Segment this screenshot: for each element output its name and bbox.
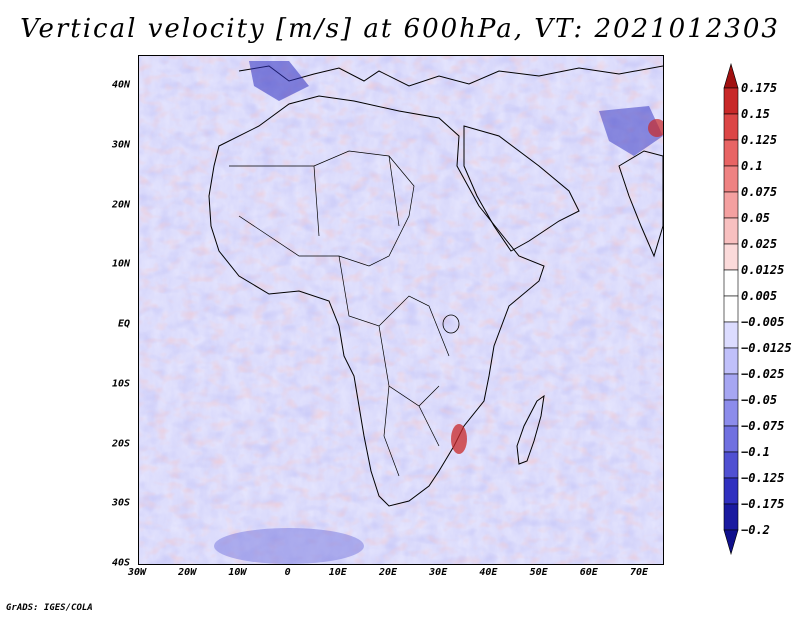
colorbar-label: −0.125 — [741, 471, 785, 485]
colorbar-segment — [723, 243, 739, 271]
india-outline — [618, 150, 663, 258]
colorbar-segment — [723, 87, 739, 115]
colorbar-label: 0.025 — [741, 237, 778, 251]
colorbar-label: 0.1 — [741, 159, 763, 173]
field-noise-red — [139, 56, 663, 564]
lat-label: EQ — [117, 318, 130, 330]
lon-label: 10E — [328, 567, 347, 578]
lat-label: 10N — [111, 258, 130, 270]
colorbar-label: −0.175 — [741, 497, 785, 511]
lat-label: 20N — [111, 199, 130, 210]
lat-label: 10S — [111, 378, 130, 390]
madagascar-outline — [516, 394, 545, 465]
colorbar-segment — [723, 477, 739, 505]
colorbar-label: 0.15 — [741, 107, 770, 121]
colorbar-segment — [723, 529, 739, 556]
country-borders — [229, 150, 450, 477]
lat-label: 30S — [111, 497, 130, 509]
colorbar-label: 0.0125 — [741, 263, 785, 277]
colorbar-segment — [723, 62, 739, 89]
footer-credit: GrADS: IGES/COLA — [6, 603, 93, 613]
colorbar-segment — [723, 191, 739, 219]
lat-label: 30N — [111, 139, 130, 151]
lon-label: 20W — [178, 567, 197, 578]
colorbar-segment — [723, 165, 739, 193]
colorbar-segment — [723, 347, 739, 375]
lon-label: 10W — [228, 567, 247, 578]
colorbar-label: 0.175 — [741, 81, 778, 95]
colorbar-label: −0.075 — [741, 419, 785, 433]
colorbar-label: 0.125 — [741, 133, 778, 147]
colorbar-segment — [723, 425, 739, 453]
map-panel — [138, 55, 664, 565]
colorbar-label: 0.05 — [741, 211, 770, 225]
colorbar-segment — [723, 139, 739, 167]
updraft-hotspot-mozambique — [451, 424, 467, 454]
lon-label: 60E — [579, 567, 598, 578]
colorbar-segment — [723, 503, 739, 531]
lon-label: 50E — [529, 567, 548, 578]
colorbar-label: 0.005 — [741, 289, 778, 303]
colorbar-segment — [723, 451, 739, 479]
lat-label: 20S — [111, 438, 130, 449]
colorbar — [723, 62, 739, 556]
colorbar-label: −0.025 — [741, 367, 785, 381]
updraft-iran — [648, 119, 663, 137]
colorbar-segment — [723, 399, 739, 427]
lake-victoria — [442, 314, 460, 334]
colorbar-segment — [723, 321, 739, 349]
downdraft-south-atlantic — [214, 528, 364, 564]
lon-label: 70E — [629, 567, 649, 578]
lat-label: 40S — [111, 557, 130, 569]
colorbar-label: −0.05 — [741, 393, 778, 407]
colorbar-label: −0.1 — [741, 445, 770, 459]
lon-label: 20E — [378, 567, 398, 578]
africa-coastline — [208, 95, 545, 507]
colorbar-segment — [723, 295, 739, 323]
colorbar-label: −0.2 — [741, 523, 770, 537]
colorbar-segment — [723, 113, 739, 141]
colorbar-label: −0.0125 — [741, 341, 792, 355]
colorbar-label: −0.005 — [741, 315, 785, 329]
downdraft-iran — [599, 106, 663, 156]
lon-label: 30W — [127, 567, 147, 578]
lat-label: 40N — [111, 79, 130, 91]
lon-label: 40E — [479, 567, 498, 578]
colorbar-segment — [723, 269, 739, 297]
velocity-field — [139, 56, 663, 564]
colorbar-segment — [723, 217, 739, 245]
downdraft-mediterranean — [249, 61, 309, 101]
arabia-outline — [463, 125, 580, 252]
colorbar-label: 0.075 — [741, 185, 778, 199]
colorbar-segment — [723, 373, 739, 401]
lon-label: 30E — [429, 567, 448, 578]
map-title: Vertical velocity [m/s] at 600hPa, VT: 2… — [20, 14, 780, 44]
lon-label: 0 — [284, 567, 291, 578]
